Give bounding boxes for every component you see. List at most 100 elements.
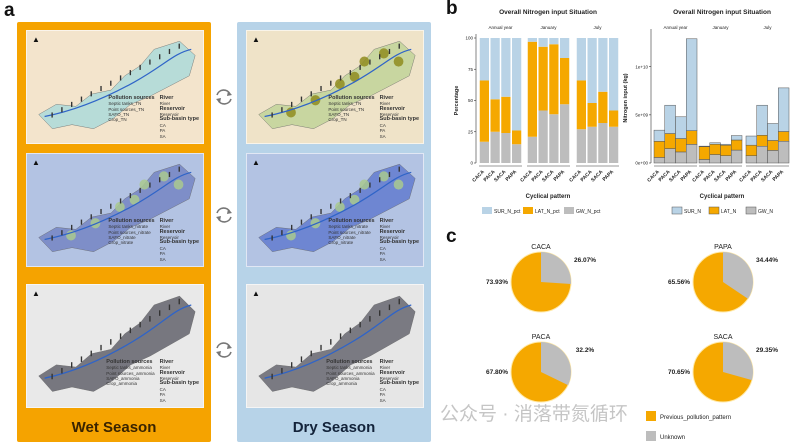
pollution-source-marker — [379, 177, 381, 183]
bar-LAT_N — [664, 133, 676, 149]
bar-SUR_N — [720, 143, 732, 146]
legend-sources-title: Pollution sources — [106, 358, 153, 365]
pollution-source-marker — [119, 198, 122, 204]
facet-label: July — [763, 25, 772, 30]
pollution-source-marker — [129, 193, 132, 199]
cycle-arrowhead — [216, 98, 221, 103]
legend-river-item: River — [379, 224, 391, 230]
legend-swatch — [564, 207, 574, 214]
legend-swatch — [646, 411, 656, 421]
legend-subbasin-item: SA — [379, 133, 386, 139]
legend-source-item: SAFO_ammonia — [106, 375, 140, 381]
legend-reservoir-title: Reservoir — [159, 369, 185, 376]
bar-SUR_N — [664, 104, 676, 134]
cycle-arrowhead — [227, 209, 232, 214]
bar-LAT_N_pct — [490, 99, 500, 132]
pollution-source-marker — [320, 344, 322, 351]
legend-subbasin-title: Sub-basin type — [159, 239, 199, 246]
pollution-source-marker — [100, 208, 102, 215]
bar-GW_N_pct — [512, 144, 522, 163]
refresh-cycle-icon — [216, 207, 232, 223]
bar-GW_N_pct — [538, 110, 548, 163]
pollution-source-marker — [379, 54, 381, 60]
pie-value-label: 67.80% — [486, 369, 508, 376]
wet-season-title: Wet Season — [71, 419, 157, 436]
legend-subbasin-item: SA — [379, 397, 386, 403]
legend-source-item: Point sources_TN — [328, 106, 365, 112]
legend-river-item: River — [159, 101, 171, 107]
bar-SUR_N_pct — [560, 38, 570, 58]
subbasin-patch — [310, 95, 321, 106]
basin-map — [258, 163, 416, 252]
pollution-source-marker — [159, 54, 161, 60]
pollution-source-marker — [271, 112, 273, 118]
y-axis-label: Nitrogen input (kg) — [623, 73, 629, 122]
pollution-source-marker — [119, 333, 122, 339]
legend-source-item: Septic tanks_ammonia — [326, 365, 372, 371]
bar-LAT_N_pct — [512, 130, 522, 145]
x-tick-label: PAPA — [771, 169, 785, 183]
map-legend: Pollution sources Septic tanks_nitrate Poi… — [108, 218, 199, 262]
subbasin-patch — [335, 78, 345, 90]
bar-SUR_N — [767, 123, 779, 141]
pollution-source-marker — [349, 327, 352, 334]
map-legend: Pollution sources Septic tanks_nitrate Poi… — [328, 218, 419, 262]
bar-LAT_N — [767, 140, 779, 151]
pollution-source-marker — [129, 327, 132, 334]
pollution-source-marker — [369, 316, 371, 322]
pollution-source-marker — [110, 339, 112, 345]
bar-GW_N — [698, 159, 710, 164]
bar-GW_N_pct — [609, 126, 619, 163]
legend-subbasin-item: SA — [159, 133, 166, 139]
bar-GW_N — [686, 144, 698, 164]
legend-source-item: Crop_TN — [108, 117, 127, 123]
pollution-source-marker — [359, 187, 361, 193]
map-legend: Pollution sources Septic tanks_ammonia Poi… — [106, 358, 199, 403]
bar-LAT_N — [653, 141, 665, 158]
pollution-source-marker — [359, 321, 361, 328]
pie-value-label: 73.93% — [486, 279, 508, 286]
legend-reservoir-title: Reservoir — [379, 369, 405, 376]
bar-SUR_N — [745, 135, 757, 146]
refresh-cycle-icon — [216, 89, 232, 105]
bar-LAT_N_pct — [479, 80, 489, 142]
legend-reservoir-title: Reservoir — [159, 228, 185, 235]
north-arrow-icon: ▲ — [32, 35, 40, 44]
pollution-source-marker — [51, 373, 53, 380]
pollution-source-marker — [291, 362, 293, 368]
bar-LAT_N_pct — [560, 58, 570, 105]
bar-GW_N_pct — [479, 141, 489, 163]
chart-title: Overall Nitrogen input Situation — [673, 9, 771, 16]
basin-map — [38, 163, 196, 252]
bar-SUR_N_pct — [479, 38, 489, 81]
pie-value-label: 65.56% — [668, 279, 690, 286]
pollution-source-marker — [149, 316, 151, 322]
bar-GW_N_pct — [576, 129, 586, 163]
legend-reservoir-item: Reservoir — [159, 375, 179, 381]
facet-label: January — [540, 25, 557, 30]
pie-slice-unknown — [541, 342, 571, 386]
bar-SUR_N_pct — [512, 38, 522, 131]
bar-LAT_N_pct — [549, 44, 559, 115]
pollution-source-marker — [310, 91, 312, 97]
pollution-source-marker — [320, 208, 322, 215]
x-tick-label: PAPA — [504, 169, 518, 183]
pollution-source-marker — [388, 48, 391, 55]
legend-label: GW_N_pct — [576, 209, 601, 215]
legend-subbasin-item: PA — [159, 392, 166, 398]
pollution-source-marker — [369, 59, 371, 65]
legend-source-item: Septic tanks_TN — [108, 101, 142, 107]
legend-label: LAT_N — [721, 209, 737, 215]
legend-subbasin-item: CA — [159, 245, 166, 251]
bar-SUR_N_pct — [490, 38, 500, 100]
bar-GW_N_pct — [527, 136, 537, 163]
bar-GW_N_pct — [549, 114, 559, 163]
pollution-source-marker — [149, 59, 151, 65]
legend-label: SUR_N_pct — [494, 209, 521, 215]
legend-reservoir-item: Reservoir — [379, 111, 399, 117]
legend-sources-title: Pollution sources — [108, 94, 155, 101]
y-tick-label: 75 — [468, 67, 474, 72]
legend-reservoir-title: Reservoir — [379, 105, 405, 112]
pollution-source-marker — [80, 219, 83, 225]
river-line — [264, 304, 412, 379]
